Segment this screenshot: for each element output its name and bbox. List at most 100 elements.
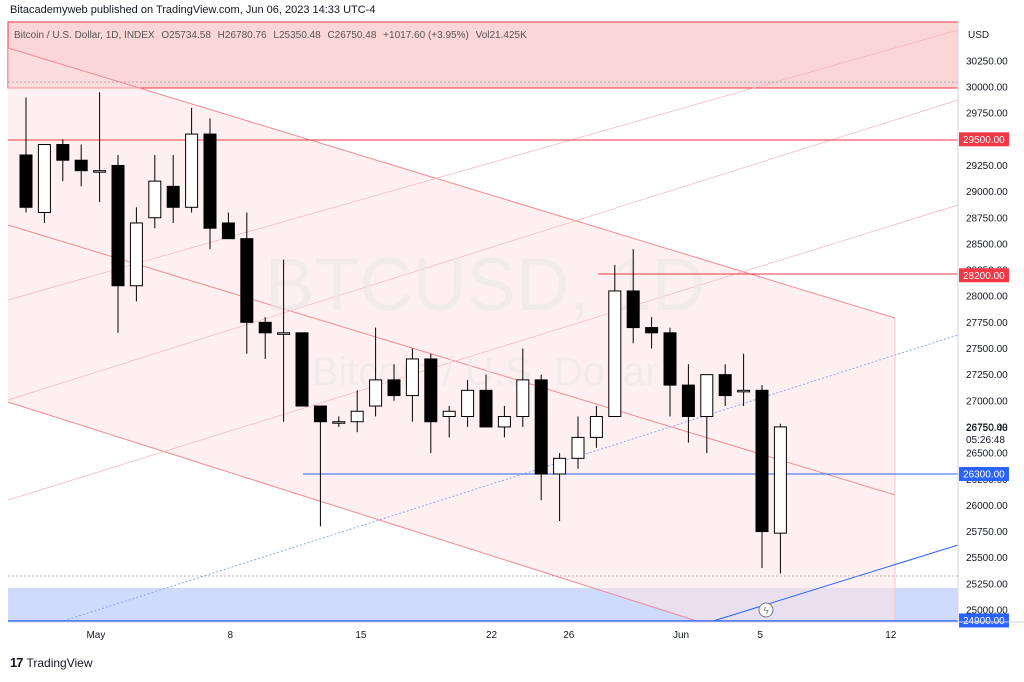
candle-up xyxy=(369,379,383,407)
legend-high: H26780.76 xyxy=(217,30,267,41)
trend-line-4 xyxy=(7,29,959,301)
trend-line-3 xyxy=(7,204,959,501)
y-tick-label: 29750.00 xyxy=(966,109,1008,120)
candle-down xyxy=(240,238,254,323)
x-tick-label: 26 xyxy=(563,630,575,641)
candle-up xyxy=(185,133,199,208)
channel-lower-line xyxy=(7,401,701,623)
tradingview-icon: 17 xyxy=(10,655,24,670)
candle-down xyxy=(387,379,401,397)
legend-close: C26750.48 xyxy=(327,30,377,41)
candle-up xyxy=(608,290,622,417)
x-tick-label: 12 xyxy=(885,630,897,641)
publish-caption: Bitacademyweb published on TradingView.c… xyxy=(10,4,376,16)
symbol-legend: Bitcoin / U.S. Dollar, 1D, INDEX O25734.… xyxy=(14,30,531,41)
y-axis-currency: USD xyxy=(968,30,989,41)
lightning-icon[interactable]: ϟ xyxy=(763,606,769,617)
candle-up xyxy=(442,410,456,417)
y-tick-label: 27000.00 xyxy=(966,396,1008,407)
candle-up xyxy=(277,332,291,335)
candle-up xyxy=(571,436,585,459)
price-tag-bg xyxy=(959,613,1009,628)
replay-circle[interactable] xyxy=(758,602,774,618)
candle-down xyxy=(681,384,695,417)
candle-up xyxy=(350,410,364,423)
watermark-name: Bitcoin / U.S. Dollar xyxy=(312,350,659,394)
current-price-tag: 26750.48 05:26:48 xyxy=(966,423,1008,446)
resistance-zone xyxy=(7,21,959,89)
price-tag-bg xyxy=(959,132,1009,147)
candle-down xyxy=(645,327,659,334)
candle-down xyxy=(74,159,88,172)
candle-down xyxy=(479,389,493,428)
y-tick-label: 27750.00 xyxy=(966,318,1008,329)
trend-line-5 xyxy=(7,99,959,401)
tradingview-brand: TradingView xyxy=(26,655,93,670)
x-tick-label: 22 xyxy=(486,630,498,641)
candle-down xyxy=(221,222,235,240)
candle-down xyxy=(424,358,438,423)
price-tag-label: 24900.00 xyxy=(963,616,1005,627)
legend-change: +1017.60 (+3.95%) xyxy=(383,30,469,41)
tradingview-logo[interactable]: 17 TradingView xyxy=(10,655,93,670)
trend-line-1 xyxy=(59,334,959,623)
candle-down xyxy=(111,164,125,287)
x-tick-label: Jun xyxy=(673,630,689,641)
x-tick-label: 15 xyxy=(355,630,367,641)
candle-up xyxy=(332,421,346,424)
current-price-label: 26750.48 xyxy=(966,423,1008,434)
candle-up xyxy=(553,457,567,475)
price-tag-label: 28200.00 xyxy=(963,271,1005,282)
countdown-label: 05:26:48 xyxy=(966,435,1005,446)
legend-open: O25734.58 xyxy=(161,30,211,41)
price-tag-bg xyxy=(959,467,1009,482)
candle-up xyxy=(129,222,143,287)
candle-down xyxy=(718,374,732,397)
candle-up xyxy=(737,389,751,393)
candles-group xyxy=(19,92,787,574)
candle-down xyxy=(626,290,640,329)
candle-down xyxy=(258,321,272,334)
y-tick-label: 25000.00 xyxy=(966,606,1008,617)
candle-down xyxy=(313,405,327,423)
x-tick-label: May xyxy=(86,630,105,641)
y-tick-label: 25750.00 xyxy=(966,527,1008,538)
candle-up xyxy=(773,426,787,534)
y-tick-label: 25250.00 xyxy=(966,579,1008,590)
legend-symbol: Bitcoin / U.S. Dollar, 1D, INDEX xyxy=(14,30,155,41)
candle-down xyxy=(295,332,309,407)
candle-up xyxy=(148,180,162,219)
candle-down xyxy=(663,332,677,386)
x-tick-label: 5 xyxy=(757,630,763,641)
candle-down xyxy=(56,144,70,161)
candle-down xyxy=(534,379,548,475)
price-tags: 29500.00 28200.00 26300.00 24900.00 xyxy=(959,132,1009,628)
y-tick-label: 25500.00 xyxy=(966,553,1008,564)
y-tick-label: 26500.00 xyxy=(966,449,1008,460)
y-tick-label: 27500.00 xyxy=(966,344,1008,355)
legend-low: L25350.48 xyxy=(273,30,321,41)
trend-line-2 xyxy=(709,544,959,623)
price-tag-label: 29500.00 xyxy=(963,135,1005,146)
y-tick-label: 28750.00 xyxy=(966,213,1008,224)
channel-upper-line xyxy=(7,47,896,319)
price-tag-label: 26300.00 xyxy=(963,470,1005,481)
candle-up xyxy=(700,374,714,417)
candle-down xyxy=(755,389,769,533)
y-tick-label: 27250.00 xyxy=(966,370,1008,381)
candle-down xyxy=(19,154,33,208)
y-tick-label: 30000.00 xyxy=(966,83,1008,94)
y-tick-label: 26000.00 xyxy=(966,501,1008,512)
y-tick-label: 30250.00 xyxy=(966,56,1008,67)
candle-down xyxy=(203,133,217,229)
candle-up xyxy=(405,358,419,397)
replay-button[interactable]: ϟ xyxy=(758,602,774,618)
candle-up xyxy=(93,170,107,173)
descending-channel xyxy=(8,48,895,622)
y-tick-label: 28500.00 xyxy=(966,239,1008,250)
x-tick-label: 8 xyxy=(227,630,233,641)
y-tick-label: 28000.00 xyxy=(966,292,1008,303)
candle-up xyxy=(461,389,475,417)
